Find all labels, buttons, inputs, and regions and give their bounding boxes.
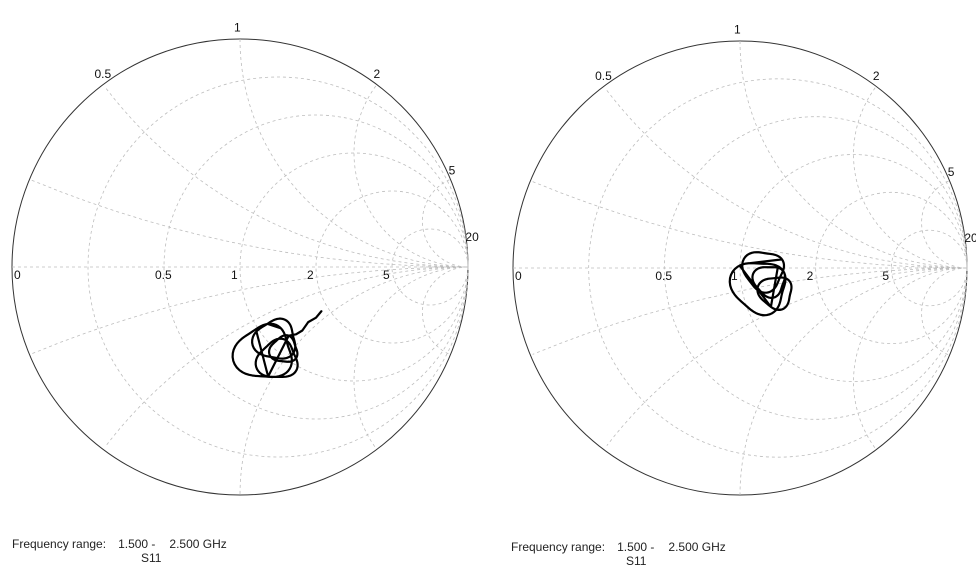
reactance-arc bbox=[532, 181, 968, 269]
resistance-tick-label: 5 bbox=[383, 268, 390, 282]
resistance-tick-label: 0 bbox=[515, 269, 522, 283]
resistance-tick-label: 1 bbox=[731, 269, 738, 283]
s11-trace bbox=[231, 310, 323, 378]
reactance-tick-label: 0.5 bbox=[94, 67, 111, 81]
reactance-arc bbox=[105, 266, 469, 446]
reactance-arc bbox=[31, 179, 469, 268]
reactance-tick-label: 0.5 bbox=[595, 69, 612, 83]
resistance-circle bbox=[890, 229, 968, 307]
reactance-tick-label: 2 bbox=[374, 67, 381, 81]
reactance-arc bbox=[31, 266, 469, 355]
reactance-arc bbox=[921, 180, 968, 269]
reactance-tick-label: 20 bbox=[465, 230, 479, 244]
reactance-arc bbox=[421, 179, 469, 268]
resistance-tick-label: 2 bbox=[807, 269, 814, 283]
reactance-tick-label: 1 bbox=[734, 22, 741, 36]
resistance-tick-label: 0 bbox=[14, 268, 21, 282]
reactance-arc bbox=[921, 267, 968, 356]
smith-chart-left: 0 0.5 1 2 5 0.5 1 2 5 20 bbox=[11, 20, 479, 496]
resistance-tick-label: 5 bbox=[882, 269, 889, 283]
parameter-label: S11 bbox=[141, 551, 162, 565]
resistance-tick-label: 0.5 bbox=[155, 268, 172, 282]
resistance-tick-label: 2 bbox=[307, 268, 314, 282]
reactance-arc bbox=[353, 266, 469, 449]
s11-trace bbox=[728, 251, 793, 317]
reactance-arc bbox=[606, 267, 968, 446]
frequency-range-label: Frequency range: bbox=[511, 540, 606, 554]
frequency-start: 1.500 - bbox=[617, 540, 655, 554]
frequency-caption-left: Frequency range: 1.500 - 2.500 GHz S11 bbox=[12, 537, 227, 565]
reactance-arc bbox=[606, 90, 968, 269]
frequency-end: 2.500 GHz bbox=[668, 540, 726, 554]
reactance-arc bbox=[739, 267, 968, 496]
frequency-start: 1.500 - bbox=[118, 537, 156, 551]
resistance-tick-label: 1 bbox=[231, 268, 238, 282]
parameter-label: S11 bbox=[626, 554, 647, 568]
reactance-tick-label: 1 bbox=[234, 20, 241, 34]
reactance-tick-label: 5 bbox=[449, 164, 456, 178]
reactance-arc bbox=[421, 266, 469, 355]
smith-chart-right: 0 0.5 1 2 5 0.5 1 2 5 20 bbox=[512, 22, 976, 496]
reactance-tick-label: 5 bbox=[948, 165, 955, 179]
reactance-tick-label: 20 bbox=[964, 231, 976, 245]
reactance-arc bbox=[853, 267, 968, 449]
resistance-tick-label: 0.5 bbox=[655, 269, 672, 283]
reactance-arc bbox=[532, 267, 968, 355]
frequency-end: 2.500 GHz bbox=[169, 537, 227, 551]
reactance-arc bbox=[105, 88, 469, 268]
reactance-tick-label: 2 bbox=[873, 69, 880, 83]
frequency-range-label: Frequency range: bbox=[12, 537, 107, 551]
frequency-caption-right: Frequency range: 1.500 - 2.500 GHz S11 bbox=[511, 540, 726, 568]
reactance-arc bbox=[239, 266, 469, 496]
